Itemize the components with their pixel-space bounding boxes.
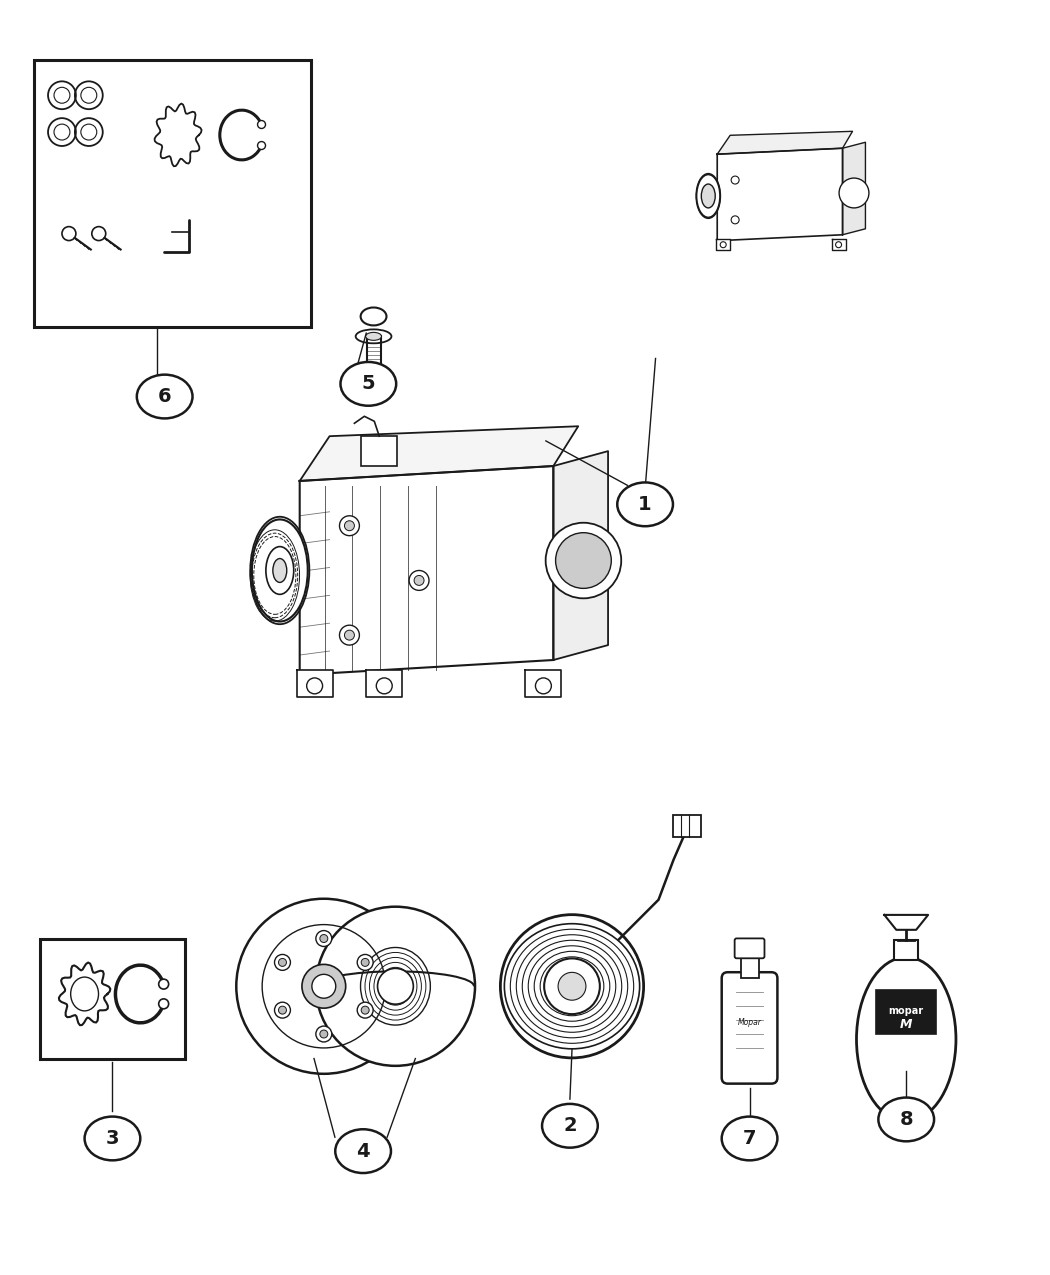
Circle shape	[344, 630, 355, 640]
Circle shape	[357, 1002, 373, 1019]
Polygon shape	[832, 238, 845, 250]
Ellipse shape	[365, 333, 381, 340]
Circle shape	[312, 974, 336, 998]
Ellipse shape	[273, 558, 287, 583]
Circle shape	[62, 227, 76, 241]
Circle shape	[339, 625, 359, 645]
Text: M: M	[900, 1017, 912, 1030]
Circle shape	[720, 242, 727, 247]
Circle shape	[378, 969, 414, 1005]
Polygon shape	[366, 669, 402, 697]
Polygon shape	[716, 238, 730, 250]
Circle shape	[159, 998, 169, 1009]
Circle shape	[91, 227, 106, 241]
Text: Mopar: Mopar	[737, 1019, 761, 1028]
Circle shape	[316, 1026, 332, 1042]
Ellipse shape	[340, 362, 396, 405]
Circle shape	[544, 959, 600, 1014]
Bar	[34, 60, 311, 326]
Text: 6: 6	[158, 388, 171, 405]
Text: 7: 7	[742, 1128, 756, 1148]
Text: 2: 2	[563, 1117, 576, 1135]
Circle shape	[236, 899, 412, 1074]
Circle shape	[302, 964, 345, 1009]
Polygon shape	[299, 467, 553, 674]
Bar	[361, 436, 397, 467]
Circle shape	[159, 979, 169, 989]
Circle shape	[274, 955, 291, 970]
Circle shape	[278, 959, 287, 966]
Ellipse shape	[701, 184, 715, 208]
Circle shape	[257, 121, 266, 129]
Circle shape	[361, 1006, 370, 1014]
Circle shape	[320, 935, 328, 942]
Text: mopar: mopar	[888, 1006, 924, 1016]
Circle shape	[555, 533, 611, 588]
Polygon shape	[297, 669, 333, 697]
Bar	[740, 956, 758, 978]
Polygon shape	[884, 915, 928, 929]
Circle shape	[731, 176, 739, 184]
Ellipse shape	[266, 547, 294, 594]
Bar	[895, 940, 918, 960]
Polygon shape	[717, 131, 853, 154]
Circle shape	[357, 955, 373, 970]
Ellipse shape	[857, 958, 956, 1121]
Bar	[40, 940, 185, 1058]
Circle shape	[307, 678, 322, 694]
Circle shape	[316, 931, 332, 946]
Ellipse shape	[360, 307, 386, 325]
Circle shape	[376, 678, 393, 694]
Bar	[877, 989, 936, 1034]
Circle shape	[320, 1030, 328, 1038]
Circle shape	[836, 242, 841, 247]
FancyBboxPatch shape	[735, 938, 764, 959]
Ellipse shape	[542, 1104, 597, 1148]
Polygon shape	[525, 669, 562, 697]
Polygon shape	[842, 143, 865, 235]
Text: 8: 8	[900, 1111, 914, 1128]
Circle shape	[501, 914, 644, 1058]
Text: 3: 3	[106, 1128, 120, 1148]
Ellipse shape	[879, 1098, 934, 1141]
Ellipse shape	[85, 1117, 141, 1160]
Ellipse shape	[356, 329, 392, 343]
Text: 1: 1	[638, 495, 652, 514]
Bar	[673, 815, 701, 838]
Polygon shape	[299, 426, 579, 481]
Circle shape	[274, 1002, 291, 1019]
Circle shape	[536, 678, 551, 694]
Text: 5: 5	[361, 375, 375, 394]
Ellipse shape	[252, 519, 308, 621]
Circle shape	[339, 516, 359, 536]
Polygon shape	[553, 451, 608, 660]
Circle shape	[361, 959, 370, 966]
Circle shape	[257, 142, 266, 149]
Ellipse shape	[721, 1117, 777, 1160]
Ellipse shape	[335, 1130, 391, 1173]
Circle shape	[414, 575, 424, 585]
Circle shape	[344, 520, 355, 530]
Ellipse shape	[136, 375, 192, 418]
Polygon shape	[717, 148, 842, 241]
Ellipse shape	[696, 175, 720, 218]
Circle shape	[731, 215, 739, 224]
Ellipse shape	[617, 482, 673, 527]
Circle shape	[546, 523, 622, 598]
FancyBboxPatch shape	[721, 973, 777, 1084]
Circle shape	[410, 570, 429, 590]
Circle shape	[839, 179, 869, 208]
Circle shape	[558, 973, 586, 1000]
Circle shape	[316, 907, 475, 1066]
Circle shape	[278, 1006, 287, 1014]
Text: 4: 4	[356, 1141, 370, 1160]
